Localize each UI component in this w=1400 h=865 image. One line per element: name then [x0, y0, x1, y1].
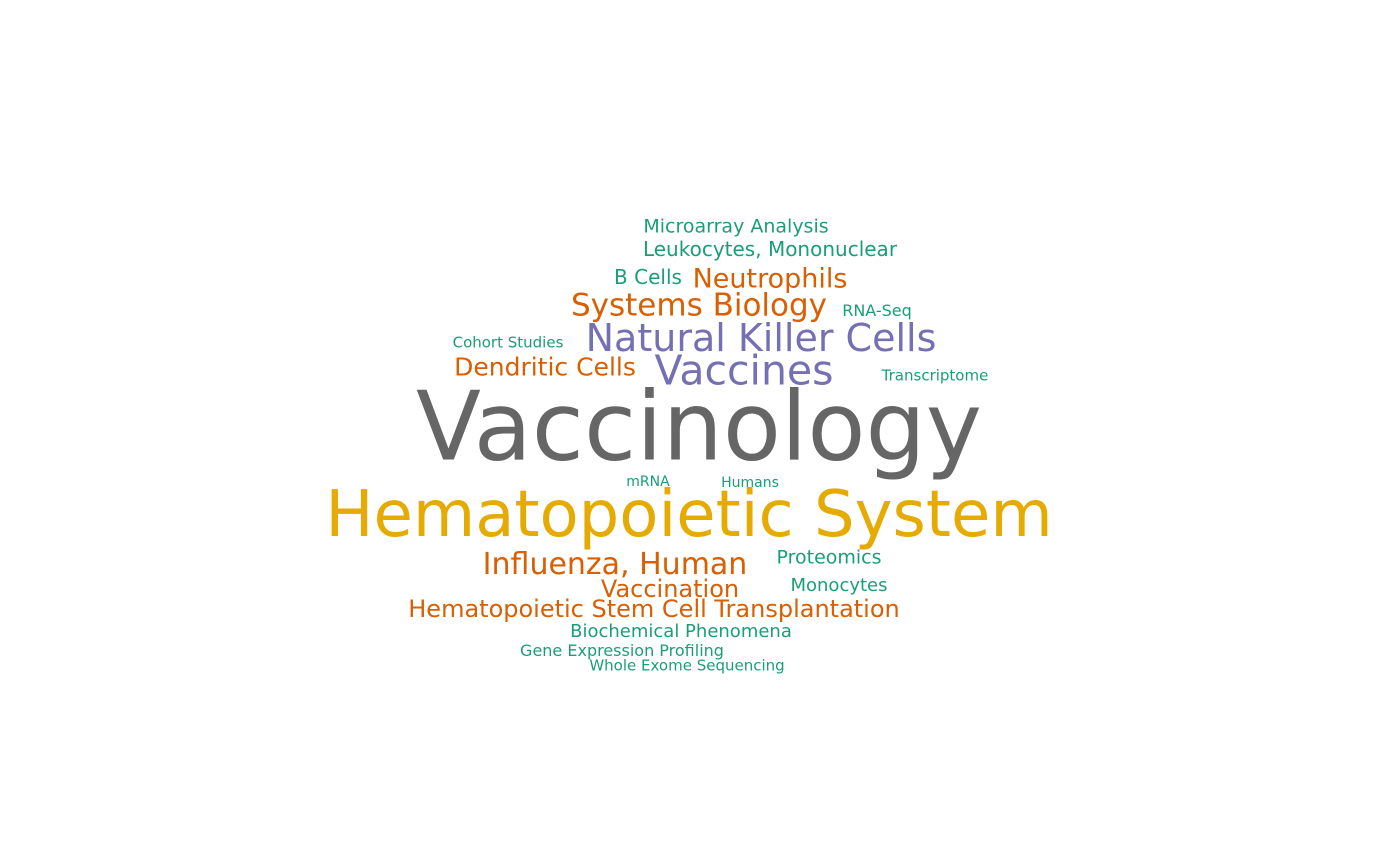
word-gene-expression-profiling: Gene Expression Profiling: [520, 641, 724, 660]
word-vaccines: Vaccines: [654, 346, 834, 395]
word-hematopoietic-stem-cell-transplantation: Hematopoietic Stem Cell Transplantation: [408, 595, 900, 623]
word-hematopoietic-system: Hematopoietic System: [325, 478, 1053, 552]
word-vaccination: Vaccination: [600, 575, 740, 603]
word-whole-exome-sequencing: Whole Exome Sequencing: [589, 656, 785, 675]
word-monocytes: Monocytes: [790, 575, 888, 596]
word-cohort-studies: Cohort Studies: [452, 333, 564, 352]
word-humans: Humans: [721, 475, 779, 491]
word-rna-seq: RNA-Seq: [842, 301, 912, 320]
word-b-cells: B Cells: [614, 265, 682, 289]
word-systems-biology: Systems Biology: [570, 287, 828, 324]
word-influenza-human: Influenza, Human: [482, 547, 748, 582]
word-dendritic-cells: Dendritic Cells: [454, 352, 636, 382]
word-proteomics: Proteomics: [776, 546, 882, 569]
word-natural-killer-cells: Natural Killer Cells: [585, 316, 937, 360]
word-microarray-analysis: Microarray Analysis: [643, 215, 829, 238]
word-transcriptome: Transcriptome: [881, 366, 989, 385]
word-leukocytes-mononuclear: Leukocytes, Mononuclear: [642, 237, 898, 261]
word-biochemical-phenomena: Biochemical Phenomena: [570, 621, 792, 642]
word-mrna: mRNA: [626, 474, 670, 490]
word-neutrophils: Neutrophils: [692, 263, 848, 295]
word-vaccinology: Vaccinology: [415, 372, 983, 483]
